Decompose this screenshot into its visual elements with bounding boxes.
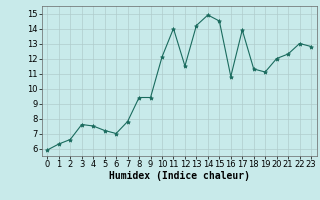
X-axis label: Humidex (Indice chaleur): Humidex (Indice chaleur)	[109, 171, 250, 181]
